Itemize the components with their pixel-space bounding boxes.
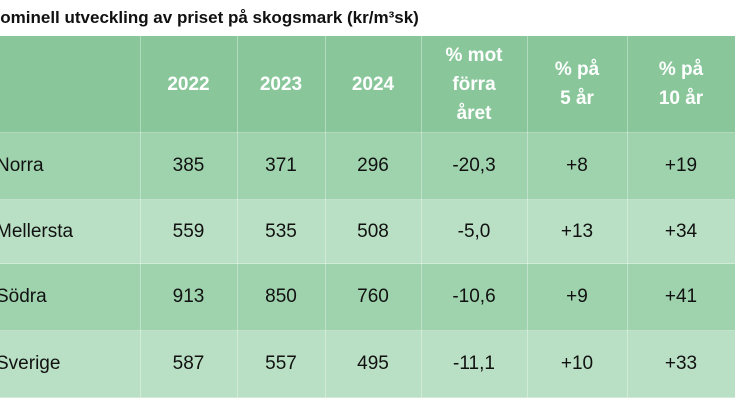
value-cell: -10,6 [421,263,528,331]
cell-value: 495 [357,353,389,374]
value-cell: 587 [140,330,238,398]
row-label: Sverige [0,353,61,374]
row-label-cell: Sverige [0,330,141,398]
value-cell: 495 [325,330,422,398]
cell-value: -10,6 [452,286,496,307]
cell-value: 371 [265,155,297,176]
value-cell: 508 [325,199,422,264]
value-cell: 557 [237,330,326,398]
table-row: Södra 913 850 760 -10,6 +9 +41 [0,263,736,331]
cell-value: 850 [265,286,297,307]
header-line: året [456,102,492,124]
row-label-cell: Södra [0,263,141,331]
value-cell: +9 [527,263,628,331]
header-row: 2022 2023 2024 % mot förra året % på 5 år % på 10… [0,36,736,133]
header-line: 2023 [259,73,303,95]
value-cell: +10 [527,330,628,398]
cell-value: +41 [664,286,698,307]
header-line: % på [658,59,704,80]
value-cell: 385 [140,132,238,200]
header-cell: % mot förra året [421,36,528,133]
table-title: Nominell utveckling av priset på skogsma… [0,8,419,27]
cell-value: +10 [560,353,594,374]
price-table: 2022 2023 2024 % mot förra året % på 5 år % på 10… [0,36,736,398]
cell-value: 913 [172,286,205,307]
header-cell: 2023 [237,36,326,133]
value-cell: 850 [237,263,326,331]
cell-value: 557 [265,353,297,374]
header-line: 5 år [560,88,594,109]
header-line: 10 år [658,88,704,109]
row-label-cell: Mellersta [0,199,141,264]
cell-value: +8 [566,155,588,176]
cell-value: +9 [566,286,588,307]
value-cell: +19 [627,132,736,200]
cell-value: 296 [357,155,389,176]
cell-value: -20,3 [452,155,496,176]
header-cell: % på 10 år [627,36,736,133]
header-line: % på [554,59,600,80]
table-row: Sverige 587 557 495 -11,1 +10 +33 [0,330,736,398]
cell-value: +13 [560,220,594,242]
value-cell: +33 [627,330,736,398]
header-corner [0,36,141,133]
value-cell: +8 [527,132,628,200]
header-line: förra [452,73,496,95]
value-cell: 296 [325,132,422,200]
value-cell: +13 [527,199,628,264]
cell-value: -5,0 [457,220,491,242]
value-cell: +41 [627,263,736,331]
value-cell: 535 [237,199,326,264]
table-row: Norra 385 371 296 -20,3 +8 +19 [0,132,736,200]
header-line: 2024 [351,73,395,95]
cell-value: 535 [265,220,297,242]
cell-value: +33 [664,353,698,374]
cell-value: 559 [172,220,205,242]
cell-value: -11,1 [453,353,495,374]
cell-value: 385 [172,155,205,176]
header-line: % mot [445,44,503,66]
cell-value: +19 [664,155,698,176]
cell-value: 587 [172,353,205,374]
row-label: Södra [0,286,47,307]
row-label: Norra [0,155,44,176]
cell-value: +34 [664,220,698,242]
row-label: Mellersta [0,220,74,242]
value-cell: 913 [140,263,238,331]
value-cell: 760 [325,263,422,331]
cell-value: 508 [357,220,389,242]
header-cell: 2022 [140,36,238,133]
value-cell: -5,0 [421,199,528,264]
value-cell: +34 [627,199,736,264]
header-cell: % på 5 år [527,36,628,133]
row-label-cell: Norra [0,132,141,200]
header-line: 2022 [167,73,210,95]
header-cell: 2024 [325,36,422,133]
value-cell: -11,1 [421,330,528,398]
value-cell: -20,3 [421,132,528,200]
table-row: Mellersta 559 535 508 -5,0 +13 +34 [0,199,736,264]
value-cell: 559 [140,199,238,264]
value-cell: 371 [237,132,326,200]
cell-value: 760 [357,286,389,307]
